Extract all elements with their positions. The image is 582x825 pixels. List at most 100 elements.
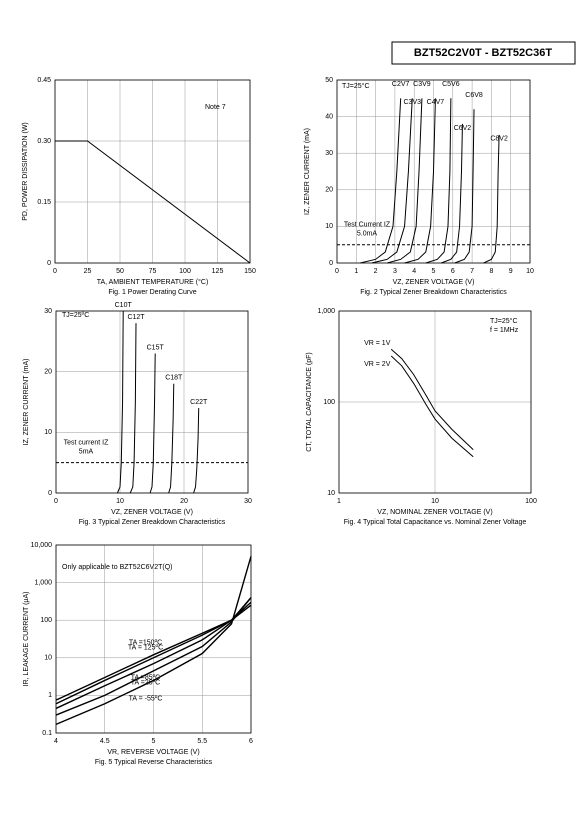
x-tick-label: 4.5	[100, 738, 110, 745]
x-tick-label: 0	[335, 268, 339, 275]
y-tick-label: 100	[40, 617, 52, 624]
series-line	[390, 348, 474, 450]
figure-caption: Fig. 1 Power Derating Curve	[108, 289, 196, 296]
series-line	[387, 98, 423, 264]
y-tick-label: 0	[48, 490, 52, 497]
plot-frame	[54, 79, 251, 264]
x-tick-label: 125	[212, 268, 224, 275]
test-current-label: Test Current IZ	[344, 222, 391, 229]
series-line	[360, 98, 402, 264]
series-line	[483, 134, 500, 264]
x-tick-label: 2	[374, 268, 378, 275]
annotation: Only applicable to BZT52C6V2T(Q)	[62, 564, 173, 571]
series-label: C5V6	[442, 81, 460, 88]
x-tick-label: 4	[54, 738, 58, 745]
test-current-label: 5mA	[79, 449, 94, 456]
x-axis-label: VZ, ZENER VOLTAGE (V)	[393, 279, 475, 286]
y-axis-label: IZ, ZENER CURRENT (mA)	[304, 128, 311, 215]
y-tick-label: 0.30	[37, 138, 51, 145]
y-tick-label: 0.15	[37, 199, 51, 206]
series-line	[55, 597, 252, 710]
x-tick-label: 3	[393, 268, 397, 275]
annotation: f = 1MHz	[490, 327, 519, 334]
series-label: C6V8	[465, 92, 483, 99]
x-tick-label: 1	[354, 268, 358, 275]
header-box	[391, 41, 576, 65]
x-tick-label: 7	[470, 268, 474, 275]
x-tick-label: 1	[337, 498, 341, 505]
plot-frame	[55, 310, 249, 494]
x-tick-label: 30	[244, 498, 252, 505]
series-line	[454, 109, 475, 264]
figure-caption: Fig. 3 Typical Zener Breakdown Character…	[79, 519, 226, 526]
plot-frame	[338, 310, 532, 494]
series-line	[149, 353, 156, 494]
x-tick-label: 25	[84, 268, 92, 275]
y-tick-label: 10	[325, 223, 333, 230]
series-line	[55, 140, 251, 264]
y-tick-label: 0	[47, 260, 51, 267]
x-tick-label: 8	[489, 268, 493, 275]
y-tick-label: 10	[44, 655, 52, 662]
y-axis-label: IZ, ZENER CURRENT (mA)	[23, 359, 30, 446]
x-tick-label: 5	[152, 738, 156, 745]
series-label: C15T	[147, 344, 165, 351]
series-label: TA =25ºC	[131, 680, 160, 687]
series-label: TA = 125ºC	[128, 645, 163, 652]
series-line	[441, 123, 463, 264]
plot-frame	[55, 544, 252, 734]
x-tick-label: 4	[412, 268, 416, 275]
annotation: Note 7	[205, 104, 226, 111]
y-tick-label: 1	[48, 692, 52, 699]
annotation: TJ=25ºC	[62, 312, 89, 319]
test-current-label: Test current IZ	[64, 440, 109, 447]
x-axis-label: VZ, NOMINAL ZENER VOLTAGE (V)	[377, 509, 492, 516]
x-tick-label: 0	[54, 498, 58, 505]
y-axis-label: IR, LEAKAGE CURRENT (µA)	[23, 592, 30, 687]
figure-caption: Fig. 2 Typical Zener Breakdown Character…	[360, 289, 507, 296]
series-line	[193, 408, 200, 494]
series-line	[404, 98, 436, 264]
x-axis-label: TA, AMBIENT TEMPERATURE (°C)	[97, 278, 209, 286]
x-tick-label: 6	[249, 738, 253, 745]
x-tick-label: 100	[179, 268, 191, 275]
y-tick-label: 1,000	[34, 579, 52, 586]
series-line	[371, 98, 413, 264]
annotation: TJ=25°C	[342, 82, 370, 90]
y-tick-label: 0.45	[37, 77, 51, 84]
x-tick-label: 5	[432, 268, 436, 275]
series-label: C3V3	[404, 99, 422, 106]
series-label: C2V7	[392, 81, 410, 88]
series-line	[55, 556, 252, 725]
series-label: VR = 2V	[364, 361, 391, 368]
y-tick-label: 30	[325, 150, 333, 157]
y-tick-label: 30	[44, 308, 52, 315]
series-label: TA = -55ºC	[129, 695, 163, 702]
x-tick-label: 150	[244, 268, 256, 275]
series-line	[425, 98, 452, 264]
series-label: C8V2	[490, 136, 508, 143]
y-tick-label: 20	[44, 369, 52, 376]
series-label: C18T	[165, 375, 183, 382]
figure-caption: Fig. 5 Typical Reverse Characteristics	[95, 759, 213, 766]
series-label: C4V7	[427, 99, 445, 106]
x-axis-label: VZ, ZENER VOLTAGE (V)	[111, 509, 193, 516]
y-tick-label: 1,000	[317, 308, 335, 315]
header-title: BZT52C2V0T - BZT52C36T	[414, 47, 552, 59]
x-tick-label: 5.5	[197, 738, 207, 745]
series-line	[55, 597, 252, 716]
series-label: C6V2	[454, 125, 472, 132]
series-label: C22T	[190, 399, 208, 406]
series-label: TA =85ºC	[131, 674, 160, 681]
y-tick-label: 10	[44, 429, 52, 436]
x-tick-label: 20	[180, 498, 188, 505]
x-tick-label: 100	[525, 498, 537, 505]
series-line	[390, 355, 474, 458]
x-tick-label: 10	[116, 498, 124, 505]
y-tick-label: 50	[325, 77, 333, 84]
figure-caption: Fig. 4 Typical Total Capacitance vs. Nom…	[344, 519, 527, 526]
plot-frame	[336, 79, 531, 264]
x-tick-label: 6	[451, 268, 455, 275]
series-line	[129, 323, 137, 494]
